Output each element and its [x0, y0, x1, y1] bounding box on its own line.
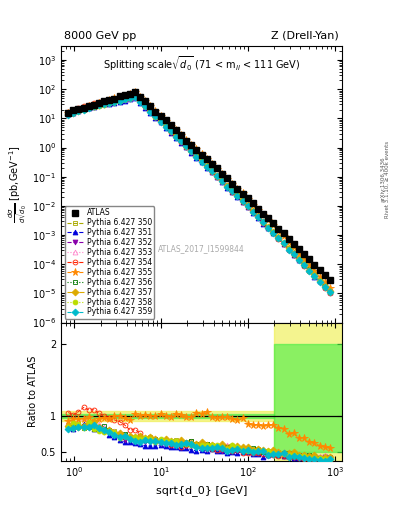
- Text: Rivet 3.1.10, ≥ 400k events: Rivet 3.1.10, ≥ 400k events: [385, 141, 390, 218]
- Text: ATLAS_2017_I1599844: ATLAS_2017_I1599844: [158, 244, 245, 253]
- Text: arXiv:1306.3436: arXiv:1306.3436: [380, 156, 385, 202]
- Y-axis label: $\frac{d\sigma}{d\sqrt{d_0}}$ [pb,GeV$^{-1}$]: $\frac{d\sigma}{d\sqrt{d_0}}$ [pb,GeV$^{…: [7, 145, 31, 223]
- Legend: ATLAS, Pythia 6.427 350, Pythia 6.427 351, Pythia 6.427 352, Pythia 6.427 353, P: ATLAS, Pythia 6.427 350, Pythia 6.427 35…: [65, 206, 154, 319]
- Text: Splitting scale$\sqrt{d_0}$ (71 < m$_{ll}$ < 111 GeV): Splitting scale$\sqrt{d_0}$ (71 < m$_{ll…: [103, 54, 300, 73]
- Text: 8000 GeV pp: 8000 GeV pp: [64, 31, 136, 40]
- X-axis label: sqrt{d_0} [GeV]: sqrt{d_0} [GeV]: [156, 485, 247, 496]
- Text: Z (Drell-Yan): Z (Drell-Yan): [271, 31, 339, 40]
- Y-axis label: Ratio to ATLAS: Ratio to ATLAS: [28, 356, 38, 428]
